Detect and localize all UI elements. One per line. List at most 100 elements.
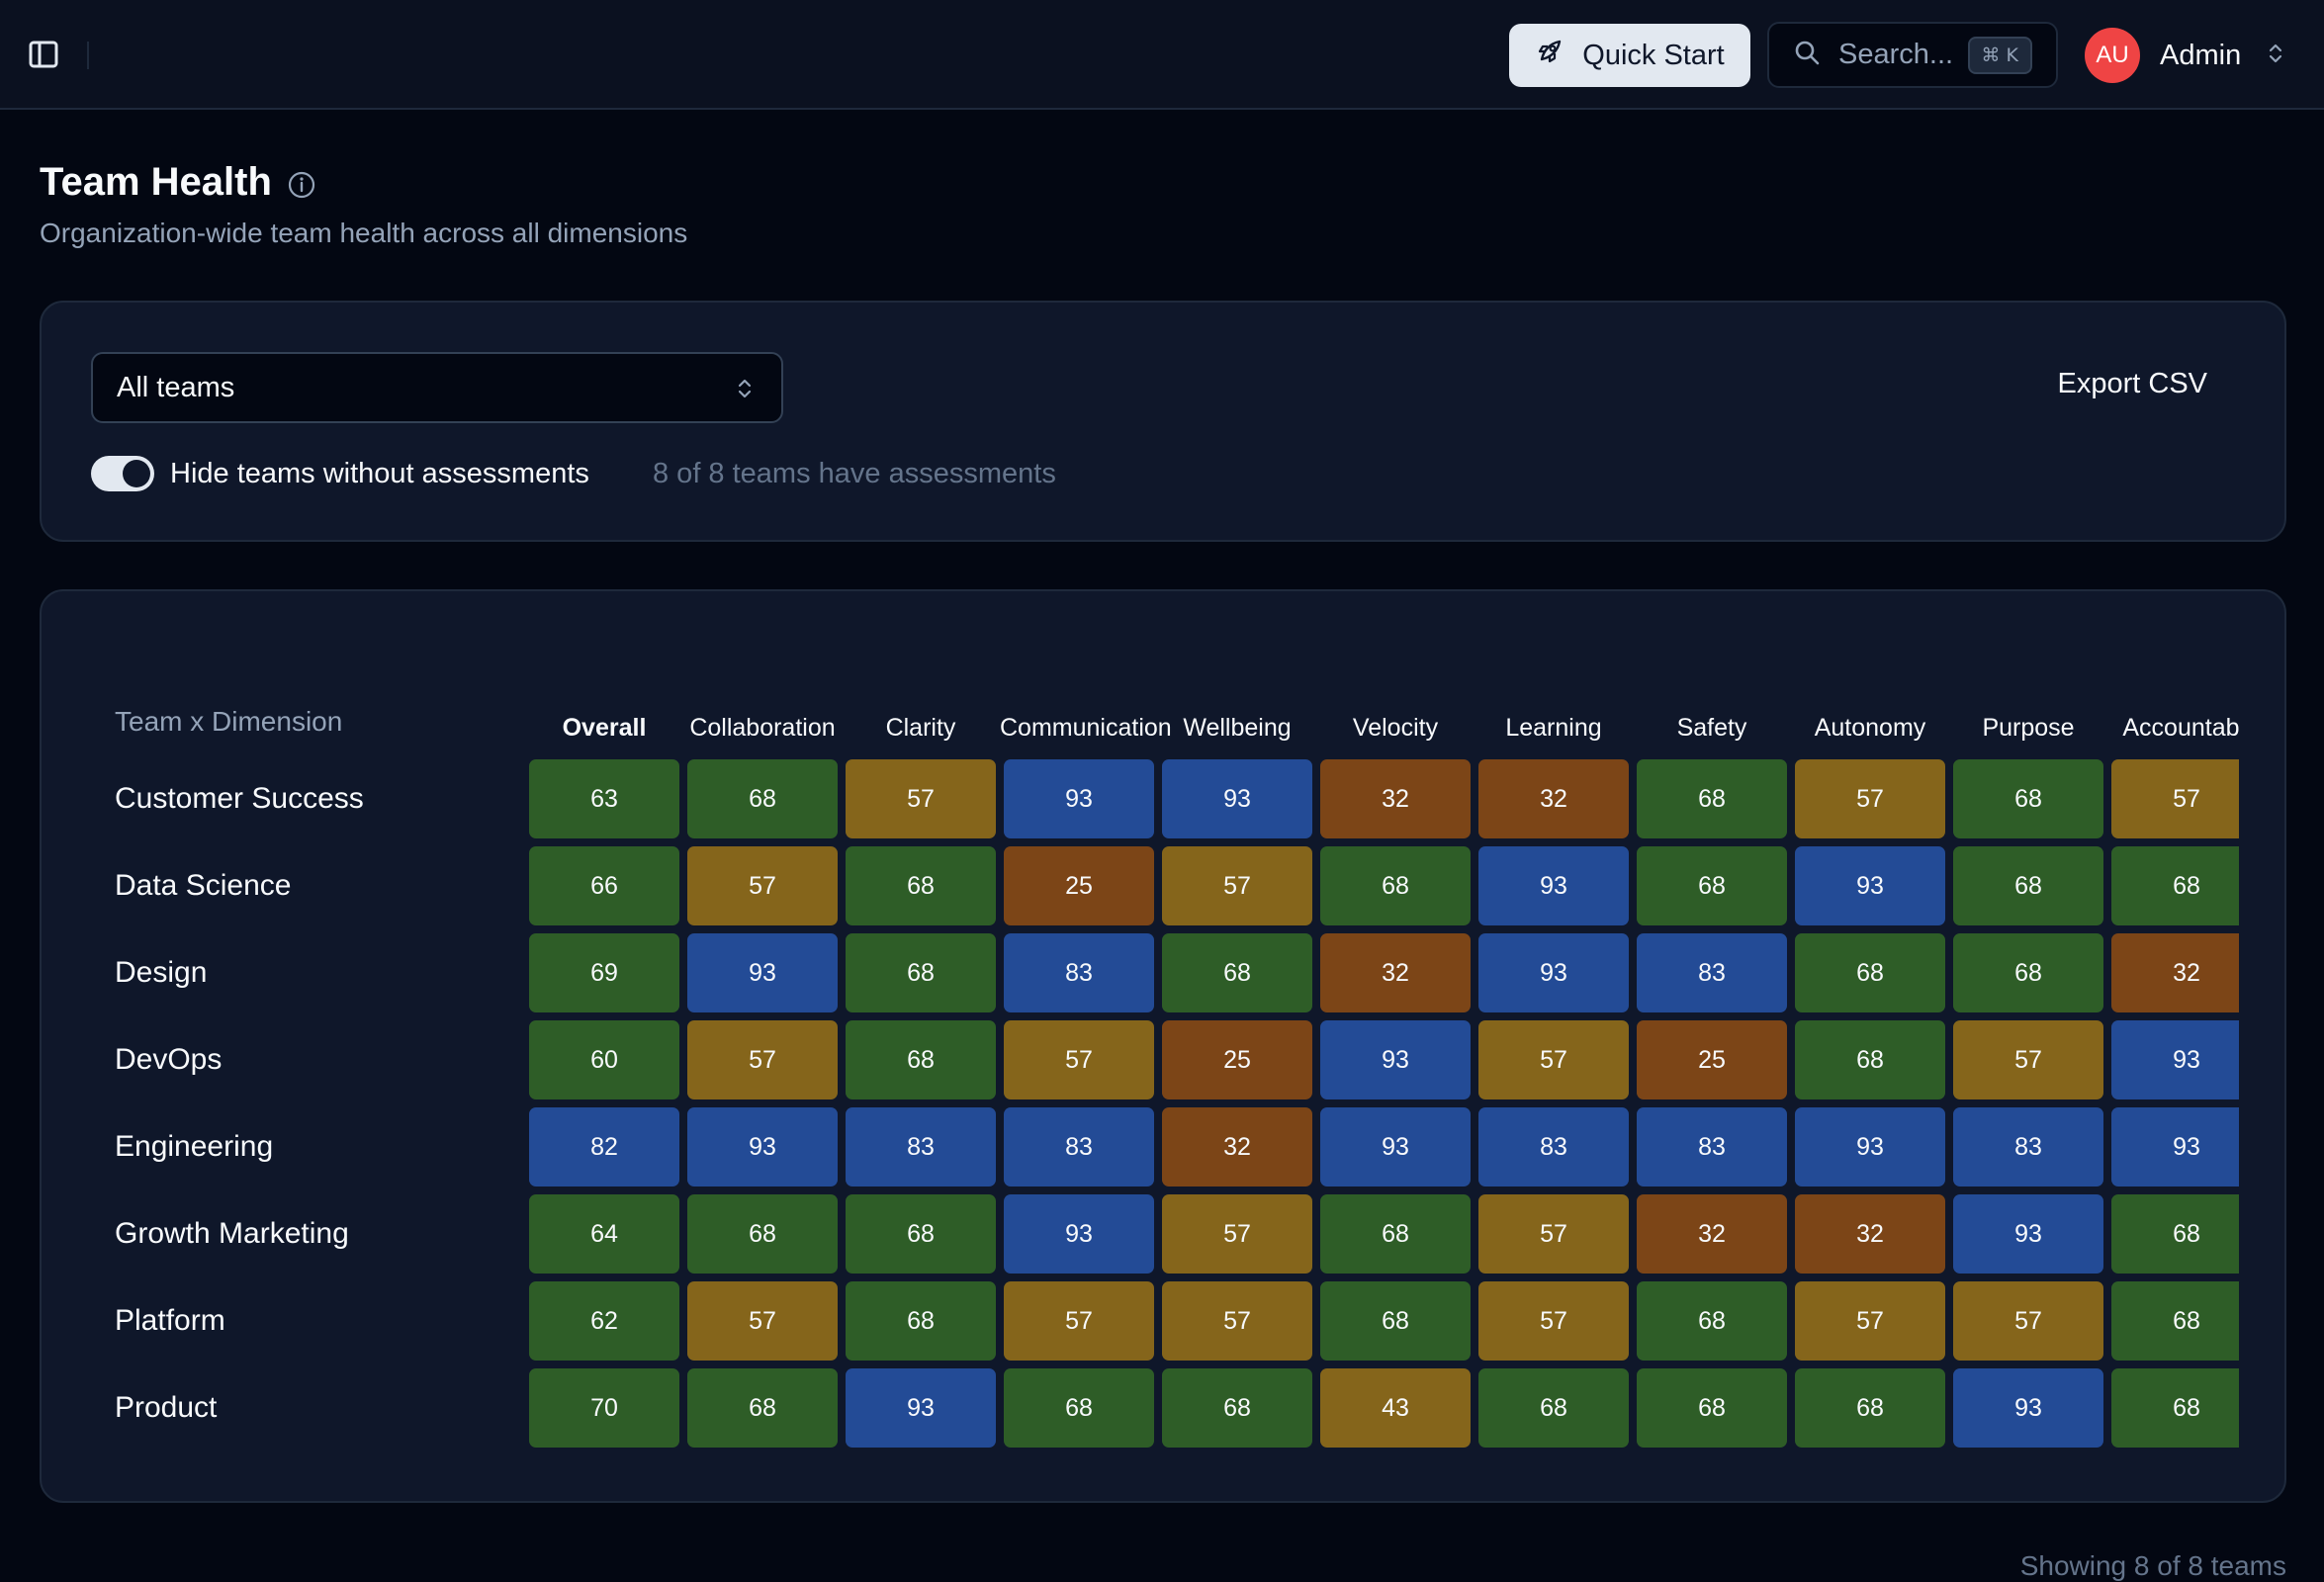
quick-start-button[interactable]: Quick Start [1509, 24, 1750, 87]
heatmap-cell[interactable]: 68 [1320, 846, 1471, 925]
heatmap-cell[interactable]: 93 [1953, 1194, 2103, 1274]
heatmap-cell[interactable]: 68 [687, 1368, 838, 1448]
heatmap-cell[interactable]: 68 [1795, 1368, 1945, 1448]
heatmap-cell[interactable]: 93 [846, 1368, 996, 1448]
heatmap-cell[interactable]: 68 [846, 933, 996, 1012]
heatmap-cell[interactable]: 83 [1637, 933, 1787, 1012]
heatmap-cell[interactable]: 93 [1162, 759, 1312, 838]
heatmap-cell[interactable]: 57 [1478, 1194, 1629, 1274]
heatmap-cell[interactable]: 32 [1320, 759, 1471, 838]
heatmap-cell[interactable]: 93 [1004, 1194, 1154, 1274]
heatmap-cell[interactable]: 68 [846, 1020, 996, 1099]
heatmap-cell[interactable]: 68 [1320, 1194, 1471, 1274]
heatmap-cell[interactable]: 25 [1162, 1020, 1312, 1099]
heatmap-cell[interactable]: 68 [846, 1194, 996, 1274]
heatmap-cell[interactable]: 68 [1478, 1368, 1629, 1448]
heatmap-cell[interactable]: 68 [1162, 1368, 1312, 1448]
heatmap-cell[interactable]: 68 [1953, 846, 2103, 925]
heatmap-cell[interactable]: 57 [1953, 1281, 2103, 1361]
heatmap-cell[interactable]: 83 [1004, 933, 1154, 1012]
heatmap-cell[interactable]: 93 [687, 933, 838, 1012]
heatmap-cell[interactable]: 93 [1478, 846, 1629, 925]
heatmap-grid[interactable]: Overall Collaboration Clarity Communication… [529, 700, 2239, 1471]
row-label-team: Engineering [115, 1130, 274, 1163]
search-input[interactable]: Search... ⌘ K [1767, 22, 2058, 88]
heatmap-cell[interactable]: 57 [2111, 759, 2239, 838]
heatmap-cell[interactable]: 57 [1162, 1281, 1312, 1361]
heatmap-cell[interactable]: 32 [1795, 1194, 1945, 1274]
column-header-collaboration: Collaboration [689, 714, 836, 742]
heatmap-cell[interactable]: 68 [1637, 846, 1787, 925]
heatmap-cell[interactable]: 83 [1953, 1107, 2103, 1186]
heatmap-cell[interactable]: 68 [2111, 846, 2239, 925]
heatmap-cell[interactable]: 57 [1004, 1281, 1154, 1361]
heatmap-cell[interactable]: 32 [1478, 759, 1629, 838]
heatmap-cell[interactable]: 83 [1004, 1107, 1154, 1186]
heatmap-cell[interactable]: 68 [1637, 1281, 1787, 1361]
heatmap-cell[interactable]: 68 [1320, 1281, 1471, 1361]
heatmap-cell[interactable]: 68 [1953, 759, 2103, 838]
user-menu[interactable]: AU Admin [2085, 26, 2286, 85]
heatmap-cell[interactable]: 57 [1478, 1281, 1629, 1361]
heatmap-cell[interactable]: 83 [1637, 1107, 1787, 1186]
heatmap-cell[interactable]: 57 [1795, 759, 1945, 838]
row-label-team: Design [115, 956, 208, 989]
heatmap-cell[interactable]: 57 [1953, 1020, 2103, 1099]
heatmap-cell[interactable]: 62 [529, 1281, 679, 1361]
heatmap-cell[interactable]: 25 [1004, 846, 1154, 925]
heatmap-cell[interactable]: 68 [2111, 1194, 2239, 1274]
heatmap-cell[interactable]: 93 [1953, 1368, 2103, 1448]
heatmap-cell[interactable]: 43 [1320, 1368, 1471, 1448]
heatmap-cell[interactable]: 57 [1004, 1020, 1154, 1099]
heatmap-cell[interactable]: 68 [687, 1194, 838, 1274]
heatmap-cell[interactable]: 93 [1795, 846, 1945, 925]
heatmap-cell[interactable]: 32 [2111, 933, 2239, 1012]
heatmap-cell[interactable]: 68 [2111, 1368, 2239, 1448]
heatmap-cell[interactable]: 68 [1637, 759, 1787, 838]
heatmap-cell[interactable]: 93 [1478, 933, 1629, 1012]
heatmap-cell[interactable]: 68 [1004, 1368, 1154, 1448]
heatmap-cell[interactable]: 57 [1162, 1194, 1312, 1274]
heatmap-cell[interactable]: 57 [846, 759, 996, 838]
heatmap-cell[interactable]: 57 [1162, 846, 1312, 925]
heatmap-cell[interactable]: 25 [1637, 1020, 1787, 1099]
heatmap-cell[interactable]: 70 [529, 1368, 679, 1448]
heatmap-cell[interactable]: 93 [1004, 759, 1154, 838]
team-select[interactable]: All teams [91, 352, 783, 423]
heatmap-cell[interactable]: 57 [1478, 1020, 1629, 1099]
heatmap-cell[interactable]: 93 [1795, 1107, 1945, 1186]
heatmap-cell[interactable]: 66 [529, 846, 679, 925]
heatmap-cell[interactable]: 93 [1320, 1020, 1471, 1099]
heatmap-cell[interactable]: 93 [1320, 1107, 1471, 1186]
heatmap-cell[interactable]: 69 [529, 933, 679, 1012]
heatmap-cell[interactable]: 93 [2111, 1020, 2239, 1099]
heatmap-cell[interactable]: 32 [1162, 1107, 1312, 1186]
heatmap-cell[interactable]: 68 [1795, 933, 1945, 1012]
heatmap-cell[interactable]: 68 [846, 1281, 996, 1361]
heatmap-cell[interactable]: 32 [1637, 1194, 1787, 1274]
heatmap-cell[interactable]: 93 [2111, 1107, 2239, 1186]
heatmap-cell[interactable]: 82 [529, 1107, 679, 1186]
heatmap-cell[interactable]: 63 [529, 759, 679, 838]
heatmap-cell[interactable]: 60 [529, 1020, 679, 1099]
heatmap-cell[interactable]: 32 [1320, 933, 1471, 1012]
heatmap-cell[interactable]: 57 [687, 846, 838, 925]
info-icon[interactable] [287, 170, 316, 200]
heatmap-cell[interactable]: 83 [846, 1107, 996, 1186]
heatmap-cell[interactable]: 68 [1637, 1368, 1787, 1448]
heatmap-cell[interactable]: 68 [687, 759, 838, 838]
heatmap-cell[interactable]: 68 [1795, 1020, 1945, 1099]
heatmap-cell[interactable]: 68 [846, 846, 996, 925]
hide-teams-toggle[interactable] [91, 456, 154, 491]
heatmap-cell[interactable]: 93 [687, 1107, 838, 1186]
sidebar-toggle-icon[interactable] [24, 37, 63, 72]
heatmap-cell[interactable]: 64 [529, 1194, 679, 1274]
heatmap-cell[interactable]: 57 [687, 1281, 838, 1361]
export-csv-button[interactable]: Export CSV [2057, 368, 2208, 399]
heatmap-cell[interactable]: 68 [1162, 933, 1312, 1012]
heatmap-cell[interactable]: 68 [2111, 1281, 2239, 1361]
heatmap-cell[interactable]: 57 [687, 1020, 838, 1099]
heatmap-cell[interactable]: 83 [1478, 1107, 1629, 1186]
heatmap-cell[interactable]: 68 [1953, 933, 2103, 1012]
heatmap-cell[interactable]: 57 [1795, 1281, 1945, 1361]
